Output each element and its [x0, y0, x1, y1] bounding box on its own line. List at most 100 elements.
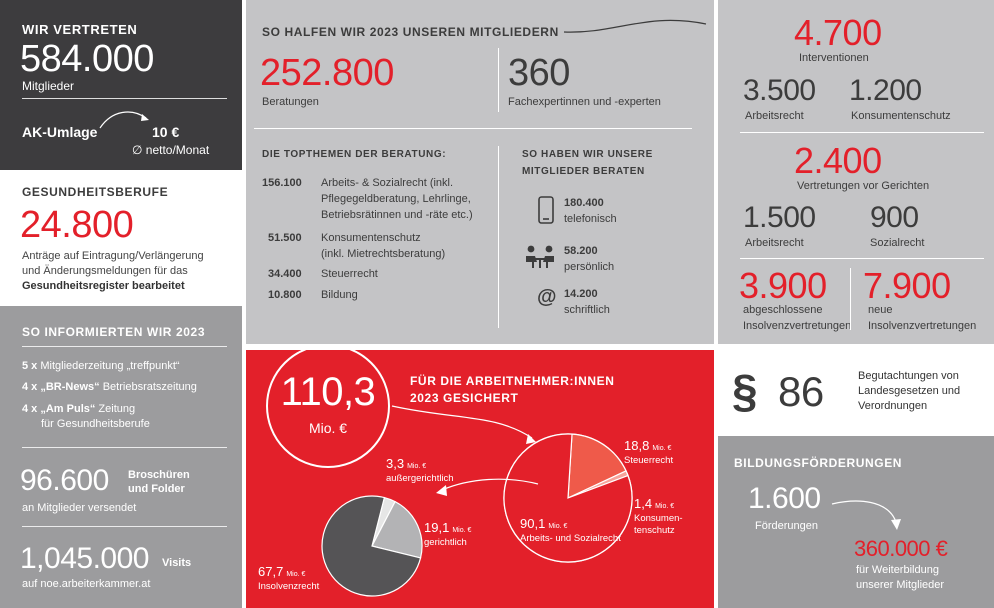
fee-label: AK-Umlage — [22, 124, 98, 140]
divider — [498, 146, 499, 328]
info-item-count: 4 x — [22, 403, 38, 415]
health-panel: GESUNDHEITSBERUFE 24.800 Anträge auf Ein… — [0, 170, 242, 306]
education-count-label: Förderungen — [755, 520, 818, 532]
court-work-value: 1.500 — [743, 201, 816, 234]
pie-2-slice — [371, 500, 423, 559]
secured-heading-2: 2023 GESICHERT — [410, 391, 519, 405]
divider — [22, 346, 227, 347]
info-panel: SO INFORMIERTEN WIR 2023 5 x Mitgliederz… — [0, 306, 242, 608]
pie-1-slice-2-category-label: Konsumen- — [634, 513, 683, 524]
secured-heading-1: FÜR DIE ARBEITNEHMER:INNEN — [410, 374, 615, 388]
channel-label: persönlich — [564, 261, 615, 273]
help-arrow-icon — [563, 19, 707, 33]
pie-1-slice-2-unit-label: Mio. € — [655, 503, 674, 510]
education-panel: BILDUNGSFÖRDERUNGEN 1.600 Förderungen 36… — [718, 436, 994, 608]
intervention-work-value: 3.500 — [743, 74, 816, 107]
connector-arrow-2-head — [436, 485, 447, 496]
channel-value: 58.200 — [564, 245, 598, 257]
total-unit: Mio. € — [308, 420, 348, 436]
court-value: 2.400 — [794, 140, 882, 181]
info-item-title: „BR-News“ — [40, 381, 100, 393]
new-insolvency-label-2: Insolvenzvertretungen — [868, 320, 977, 332]
health-heading: GESUNDHEITSBERUFE — [22, 185, 169, 199]
law-text-2: Landesgesetzen und — [858, 385, 961, 397]
topic-line: Konsumentenschutz — [321, 232, 421, 244]
topic-line: Bildung — [321, 289, 358, 301]
info-heading: SO INFORMIERTEN WIR 2023 — [22, 325, 206, 339]
info-item-rest: Zeitung — [95, 403, 136, 415]
education-heading: BILDUNGSFÖRDERUNGEN — [734, 456, 903, 470]
closed-insolvency-value: 3.900 — [739, 265, 827, 306]
divider — [22, 447, 227, 448]
pie-1-slice-0-category-label: Arbeits- und Sozialrecht — [520, 533, 621, 544]
topic-line: Steuerrecht — [321, 268, 378, 280]
fee-arrow-icon — [99, 111, 149, 129]
pie-2-slice-2-value-label: 3,3 — [386, 456, 404, 471]
info-item-3: 4 x „Am Puls“ Zeitung — [22, 403, 135, 415]
law-value: 86 — [778, 368, 824, 415]
brochures-label-1: Broschüren — [128, 469, 190, 481]
pie-1-slice-1-unit-label: Mio. € — [652, 445, 671, 452]
topic-line: Betriebsrätinnen und -räte etc.) — [321, 209, 473, 221]
secured-panel: 110,3 Mio. € FÜR DIE ARBEITNEHMER:INNEN … — [246, 350, 714, 608]
closed-insolvency-label-2: Insolvenzvertretungen — [743, 320, 852, 332]
connector-arrow-1-head — [526, 434, 536, 444]
pie-2-slice-1-value-label: 19,1 — [424, 520, 449, 535]
info-item-2: 4 x „BR-News“ Betriebsratszeitung — [22, 381, 197, 393]
court-work-label: Arbeitsrecht — [745, 237, 804, 249]
members-panel: WIR VERTRETEN 584.000 Mitglieder AK-Umla… — [0, 0, 242, 170]
consult-label: Beratungen — [262, 96, 319, 108]
health-value: 24.800 — [20, 204, 134, 246]
paragraph-icon: § — [732, 365, 758, 417]
health-text-3: Gesundheitsregister bearbeitet — [22, 280, 185, 292]
pie-2-slice — [321, 495, 422, 597]
help-panel: SO HALFEN WIR 2023 UNSEREN MITGLIEDERN 2… — [246, 0, 714, 344]
closed-insolvency-label-1: abgeschlossene — [743, 304, 823, 316]
divider — [740, 258, 984, 259]
fee-note: ∅ netto/Monat — [132, 143, 210, 157]
pie-2-slice-0-unit-label: Mio. € — [286, 571, 305, 578]
pie-1-slice-1-category-label: Steuerrecht — [624, 455, 673, 466]
topic-line: Pflegegeldberatung, Lehrlinge, — [321, 193, 471, 205]
fee-value: 10 € — [152, 124, 180, 140]
members-heading: WIR VERTRETEN — [22, 22, 138, 37]
info-item-3-line-2: für Gesundheitsberufe — [41, 418, 150, 430]
info-item-rest: Betriebsratszeitung — [99, 381, 197, 393]
info-item-title: „Am Puls“ — [40, 403, 96, 415]
law-text-1: Begutachtungen von — [858, 370, 959, 382]
divider — [850, 268, 851, 330]
at-icon: @ — [537, 286, 557, 308]
connector-arrow-2 — [441, 478, 539, 491]
health-text-1: Anträge auf Eintragung/Verlängerung — [22, 250, 204, 262]
brochures-value: 96.600 — [20, 464, 109, 497]
channel-value: 180.400 — [564, 197, 604, 209]
court-social-value: 900 — [870, 201, 919, 234]
law-text-3: Verordnungen — [858, 400, 928, 412]
pie-2-slice-1-unit-label: Mio. € — [452, 527, 471, 534]
pie-2-slice-2-category-label: außergerichtlich — [386, 473, 454, 484]
pie-1-slice-2-category-label: tenschutz — [634, 525, 675, 536]
interventions-label: Interventionen — [799, 52, 869, 64]
channels-heading-1: SO HABEN WIR UNSERE — [522, 149, 653, 160]
interventions-panel: 4.700 Interventionen 3.500 Arbeitsrecht … — [718, 0, 994, 344]
info-item-count: 5 x — [22, 360, 38, 372]
channel-value: 14.200 — [564, 288, 598, 300]
meeting-icon — [526, 245, 554, 268]
court-social-label: Sozialrecht — [870, 237, 925, 249]
pie-2-slice-0-value-label: 67,7 — [258, 564, 283, 579]
phone-icon — [538, 196, 554, 224]
visits-label: Visits — [162, 557, 192, 569]
pie-2-slice-1-category-label: gerichtlich — [424, 537, 467, 548]
topics-heading: DIE TOPTHEMEN DER BERATUNG: — [262, 149, 447, 160]
divider — [22, 526, 227, 527]
topic-value: 34.400 — [268, 268, 302, 280]
info-item-title: Mitgliederzeitung „treffpunkt“ — [40, 360, 180, 372]
education-amount-label-2: unserer Mitglieder — [856, 579, 945, 591]
intervention-consumer-value: 1.200 — [849, 74, 922, 107]
pie-1-slice-0-value-label: 90,1 — [520, 516, 545, 531]
education-arrow-icon — [831, 500, 901, 530]
consult-value: 252.800 — [260, 52, 394, 94]
new-insolvency-value: 7.900 — [863, 265, 951, 306]
pie-2-slice-0-category-label: Insolvenzrecht — [258, 581, 320, 592]
